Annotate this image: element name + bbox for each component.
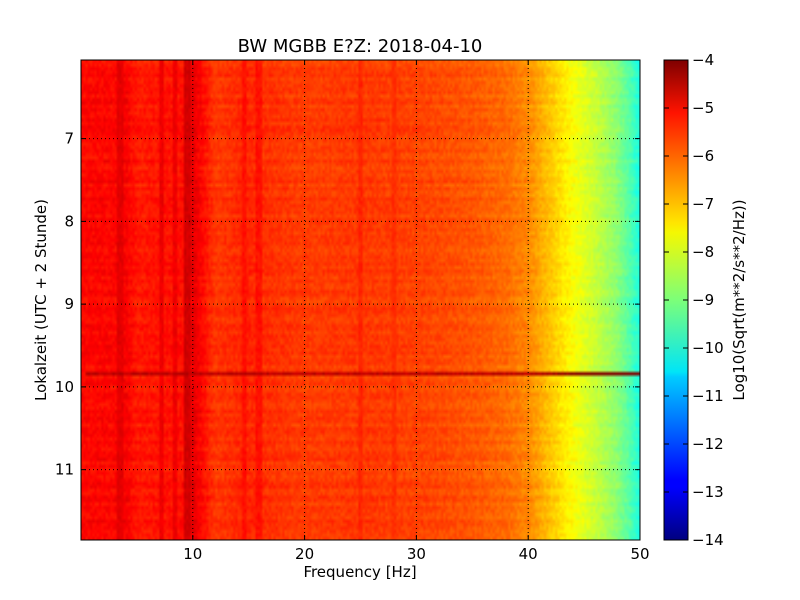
y-tick-label: 11 [55, 461, 74, 479]
colorbar-tick-label: −9 [692, 291, 714, 309]
colorbar-ticks: −4 −5 −6 −7 −8 −9 −10 −11 −12 −13 −14 [664, 51, 724, 549]
colorbar-label: Log10(Sqrt(m**2/s**2/Hz)) [730, 199, 748, 400]
plot-frame [80, 59, 641, 541]
x-tick-label: 10 [183, 545, 202, 563]
x-tick-label: 20 [295, 545, 314, 563]
chart-title: BW MGBB E?Z: 2018-04-10 [238, 36, 483, 57]
x-axis-ticks: 10 20 30 40 50 [183, 60, 650, 563]
colorbar-tick-label: −10 [692, 339, 724, 357]
y-axis-ticks: 7 8 9 10 11 [55, 130, 640, 479]
spectrogram-heatmap [81, 60, 640, 540]
colorbar-tick-label: −14 [692, 531, 724, 549]
colorbar-tick-label: −13 [692, 483, 724, 501]
colorbar-tick-label: −6 [692, 147, 714, 165]
colorbar: −4 −5 −6 −7 −8 −9 −10 −11 −12 −13 −14 Log10(Sqrt(m… [663, 51, 748, 549]
y-tick-label: 8 [64, 212, 74, 230]
y-tick-label: 7 [64, 130, 74, 148]
colorbar-tick-label: −4 [692, 51, 714, 69]
colorbar-tick-label: −7 [692, 195, 714, 213]
colorbar-tick-label: −11 [692, 387, 724, 405]
x-tick-label: 30 [407, 545, 426, 563]
y-tick-label: 9 [64, 295, 74, 313]
plot-area [80, 59, 641, 541]
colorbar-tick-label: −12 [692, 435, 724, 453]
x-tick-label: 40 [519, 545, 538, 563]
y-axis-label: Lokalzeit (UTC + 2 Stunde) [32, 199, 50, 401]
x-tick-label: 50 [630, 545, 649, 563]
colorbar-tick-label: −5 [692, 99, 714, 117]
x-axis-label: Frequency [Hz] [303, 563, 416, 581]
y-tick-label: 10 [55, 378, 74, 396]
colorbar-tick-label: −8 [692, 243, 714, 261]
